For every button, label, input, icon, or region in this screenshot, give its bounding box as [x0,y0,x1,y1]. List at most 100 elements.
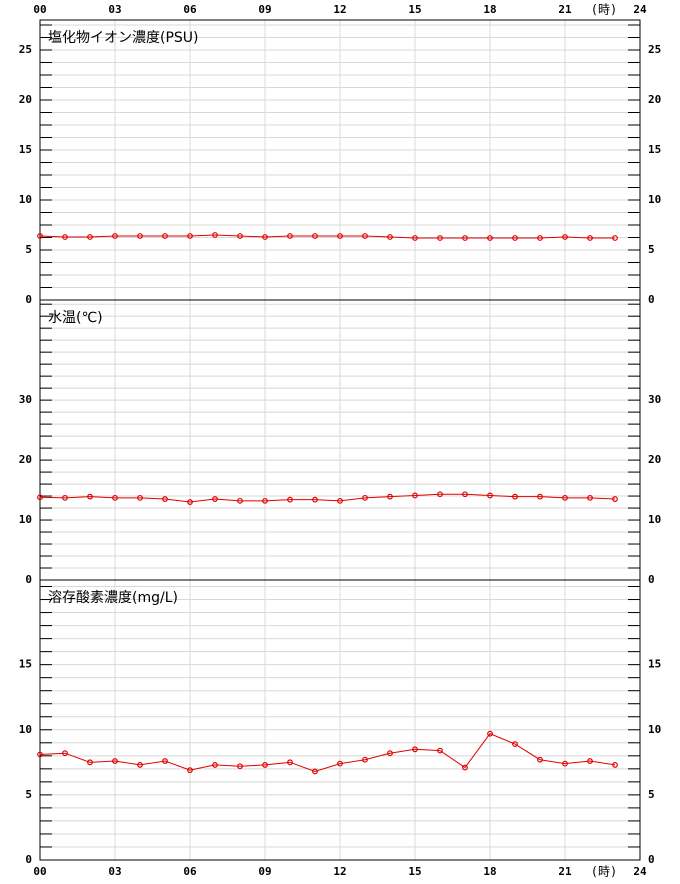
data-point [387,750,393,757]
y-tick-label: 10 [19,513,32,526]
x-tick-label: 15 [408,865,421,878]
x-tick-label: 18 [483,3,496,16]
data-point [87,759,93,766]
data-point [487,492,493,499]
y-tick-label: 10 [19,193,32,206]
data-point [287,496,293,503]
data-point [412,235,418,241]
data-point [562,234,568,240]
data-point [62,750,68,757]
data-point [387,493,393,500]
x-tick-label: 15 [408,3,421,16]
data-point [337,233,343,239]
y-tick-label: 30 [19,393,32,406]
x-unit-label: (時) [591,3,617,17]
data-line [39,733,616,772]
data-point [262,497,268,504]
data-point [612,235,618,241]
data-point [37,494,43,501]
data-point [587,758,593,764]
x-tick-label: 21 [558,3,572,16]
data-point [112,233,118,239]
data-point [287,759,293,766]
data-point [112,494,118,501]
data-point [312,233,318,239]
panel-title: 溶存酸素濃度(mg/L) [48,590,178,606]
data-point [237,233,243,239]
data-point [37,751,43,758]
data-point [212,762,218,768]
x-tick-label: 24 [633,865,647,878]
data-point [212,496,218,502]
data-point [587,235,593,241]
data-point [112,758,118,764]
data-point [337,760,343,767]
x-tick-label: 09 [258,865,271,878]
data-point [162,233,168,239]
y-tick-label-right: 10 [648,193,661,206]
x-tick-label: 06 [183,3,197,16]
data-point [262,234,268,240]
y-tick-label-right: 15 [648,658,661,671]
data-point [87,493,93,500]
y-tick-label-right: 10 [648,723,661,736]
y-tick-label: 20 [19,453,32,466]
plot-frame [39,579,641,861]
x-tick-label: 00 [33,865,46,878]
y-tick-label: 10 [19,723,32,736]
data-point [537,493,543,500]
data-point [487,730,493,737]
panel-title: 塩化物イオン濃度(PSU) [48,30,199,46]
data-point [612,496,618,502]
data-point [212,232,218,238]
data-point [312,496,318,503]
data-point [287,233,293,239]
y-tick-label: 0 [25,573,32,586]
data-point [387,234,393,240]
data-point [437,235,443,241]
x-tick-label: 18 [483,865,496,878]
data-point [62,494,68,501]
y-tick-label-right: 20 [648,93,661,106]
data-point [462,235,468,241]
y-tick-label: 5 [25,788,32,801]
data-point [187,499,193,505]
data-point [37,233,43,239]
data-point [362,494,368,501]
data-point [462,764,468,771]
data-point [562,760,568,767]
data-point [437,747,443,754]
y-tick-label-right: 10 [648,513,661,526]
data-point [162,758,168,764]
data-point [137,762,143,768]
y-tick-label-right: 5 [648,788,655,801]
x-tick-label: 03 [108,3,121,16]
x-tick-label: 09 [258,3,271,16]
panel-title: 水温(℃) [48,310,103,326]
data-point [262,762,268,768]
y-tick-label-right: 0 [648,293,655,306]
y-tick-label-right: 30 [648,393,661,406]
x-unit-label: (時) [591,865,617,879]
data-point [87,234,93,240]
data-point [537,235,543,241]
data-point [237,497,243,504]
data-point [437,491,443,498]
data-point [462,491,468,498]
data-point [537,756,543,763]
y-tick-label: 25 [19,43,32,56]
data-point [412,492,418,499]
y-tick-label-right: 15 [648,143,661,156]
y-tick-label: 15 [19,658,32,671]
data-point [187,767,193,774]
y-tick-label-right: 5 [648,243,655,256]
y-tick-label: 5 [25,243,32,256]
data-point [237,763,243,770]
y-tick-label-right: 25 [648,43,661,56]
data-point [487,235,493,241]
data-point [612,762,618,768]
y-tick-label-right: 0 [648,573,655,586]
data-line [39,493,616,503]
data-point [512,235,518,241]
